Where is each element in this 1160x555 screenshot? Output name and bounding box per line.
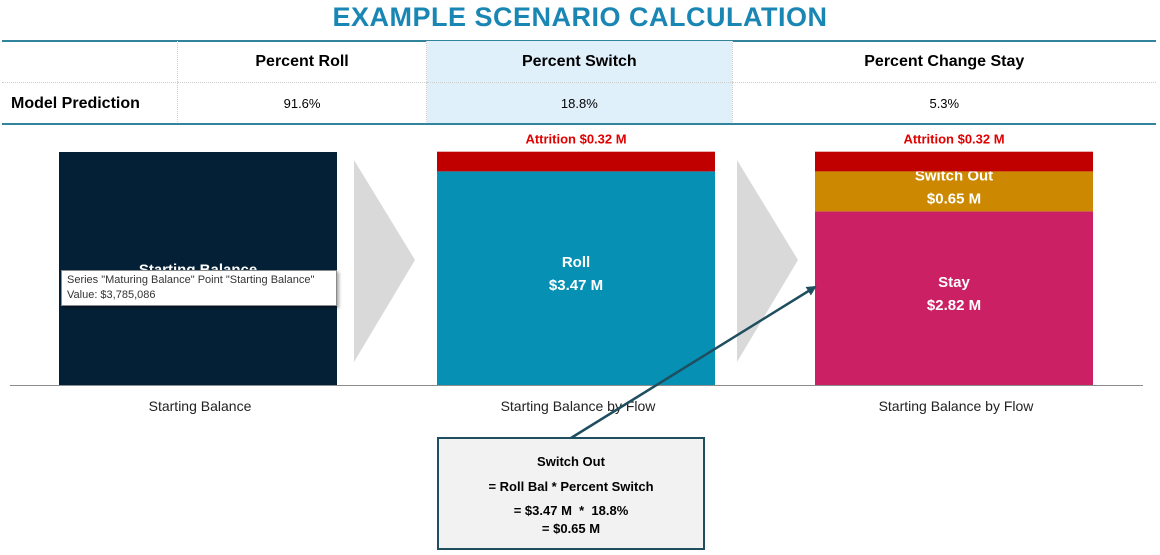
bar-segment-value-label: $2.82 M — [927, 297, 981, 314]
formula-line-3: = $0.65 M — [541, 521, 601, 536]
bar-segment-value-label: $0.65 M — [927, 190, 981, 207]
tooltip-series-line: Series "Maturing Balance" Point "Startin… — [67, 274, 315, 286]
bar-segment-label: Switch Out — [915, 167, 993, 184]
table-row: Model Prediction 91.6% 18.8% 5.3% — [2, 82, 1156, 124]
chart-tooltip: Series "Maturing Balance" Point "Startin… — [61, 270, 337, 306]
row-label-model-prediction: Model Prediction — [11, 94, 140, 112]
category-label: Starting Balance — [149, 398, 252, 414]
callout-connector — [570, 285, 817, 440]
bar-segment-label: Roll — [562, 254, 590, 271]
flow-arrow — [354, 160, 415, 362]
callout-arrow — [570, 285, 817, 440]
header-empty-cell — [2, 41, 178, 83]
page-title: EXAMPLE SCENARIO CALCULATION — [332, 2, 828, 32]
value-percent-roll: 91.6% — [176, 82, 427, 124]
value-percent-change-stay: 5.3% — [731, 82, 1156, 124]
value-percent-switch: 18.8% — [426, 82, 733, 124]
bar-segment-switch-out[interactable] — [815, 171, 1093, 212]
bar-segment-attrition[interactable] — [437, 151, 715, 172]
category-labels: Starting Balance Starting Balance by Flow… — [149, 398, 1035, 414]
formula-line-1: = Roll Bal * Percent Switch — [488, 479, 654, 494]
flow-arrow — [737, 160, 798, 362]
header-percent-change-stay: Percent Change Stay — [731, 41, 1156, 83]
bar-segment-stay[interactable] — [815, 211, 1093, 385]
table-header-row: Percent Roll Percent Switch Percent Chan… — [2, 41, 1156, 83]
attrition-top-label: Attrition $0.32 M — [903, 132, 1004, 147]
table-bottom-border — [2, 123, 1156, 125]
header-percent-roll: Percent Roll — [176, 41, 427, 83]
bar-segment-roll[interactable] — [437, 171, 715, 385]
switch-out-formula-box: Switch Out = Roll Bal * Percent Switch =… — [437, 437, 705, 550]
bar-segment-attrition[interactable] — [815, 151, 1093, 172]
formula-line-2: = $3.47 M * 18.8% — [513, 503, 629, 518]
bar-segment-value-label: $3.47 M — [549, 277, 603, 294]
model-prediction-table: Percent Roll Percent Switch Percent Chan… — [2, 41, 1156, 124]
tooltip-value-line: Value: $3,785,086 — [67, 289, 156, 301]
flow-arrows — [354, 160, 798, 362]
bar-segment-label: Stay — [938, 274, 970, 291]
bar-segment-starting-balance[interactable] — [59, 152, 337, 385]
formula-title: Switch Out — [537, 454, 605, 469]
attrition-top-label: Attrition $0.32 M — [525, 132, 626, 147]
category-label: Starting Balance by Flow — [879, 398, 1035, 414]
header-percent-switch: Percent Switch — [426, 41, 733, 83]
